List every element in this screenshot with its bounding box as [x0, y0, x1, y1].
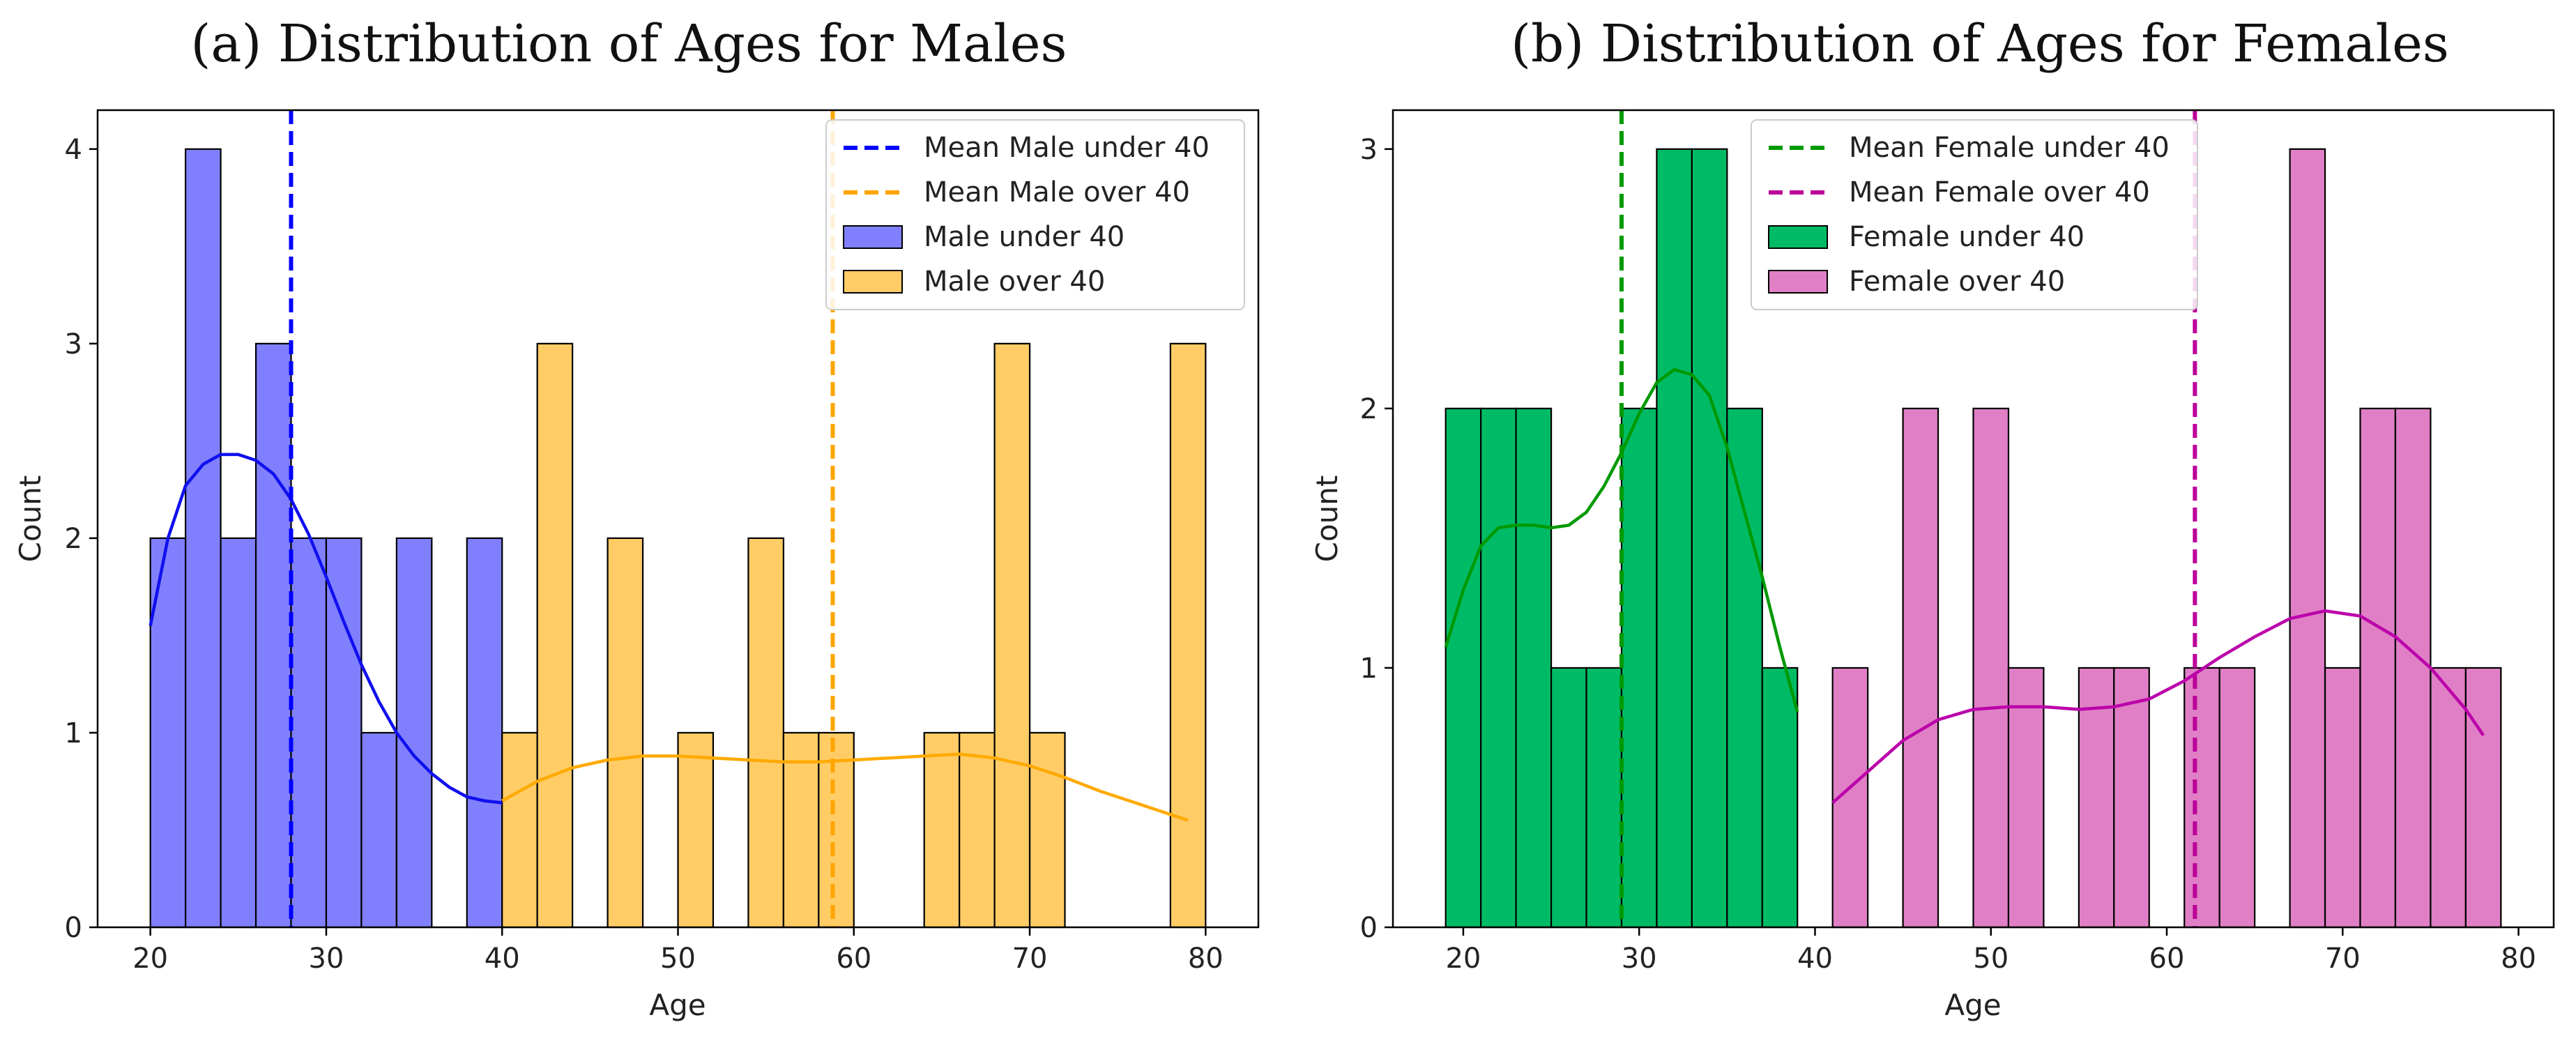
- bar-female-under-40-33: [1691, 148, 1728, 929]
- bar-male-over-40-78: [1169, 342, 1207, 929]
- bar-female-over-40-61: [2183, 667, 2220, 929]
- bar-female-over-40-63: [2218, 667, 2256, 929]
- bar-female-under-40-31: [1656, 148, 1693, 929]
- chart-title-females: (b) Distribution of Ages for Females: [1511, 14, 2449, 74]
- bar-male-under-40-24: [220, 537, 257, 929]
- legend-mean-over-label: Mean Male over 40: [924, 176, 1190, 208]
- bar-female-under-40-35: [1726, 407, 1763, 929]
- bar-male-over-40-46: [607, 537, 644, 929]
- legend-box: [825, 119, 1245, 310]
- bar-male-over-40-68: [993, 342, 1031, 929]
- bar-female-under-40-19: [1445, 407, 1482, 929]
- legend-over-swatch: [843, 270, 903, 294]
- y-tick-label: 3: [65, 328, 82, 360]
- legend-females: Mean Female under 40 Mean Female over 40…: [1751, 119, 2198, 310]
- bar-male-under-40-32: [360, 731, 397, 929]
- legend-box: [1751, 119, 2198, 310]
- x-axis-label-females: Age: [1944, 988, 2001, 1022]
- legend-under-label: Male under 40: [924, 221, 1125, 253]
- legend-over-swatch: [1768, 270, 1828, 294]
- legend-over-label: Female over 40: [1849, 266, 2065, 298]
- legend-over-label: Male over 40: [924, 266, 1105, 298]
- bar-male-over-40-56: [782, 731, 820, 929]
- y-tick-label: 2: [65, 523, 82, 555]
- x-tick-label: 60: [2149, 943, 2185, 975]
- bar-female-under-40-27: [1585, 667, 1623, 929]
- bar-female-over-40-73: [2394, 407, 2432, 929]
- bar-female-over-40-69: [2324, 667, 2361, 929]
- x-tick-label: 50: [1973, 943, 2009, 975]
- y-tick-label: 3: [1360, 134, 1378, 166]
- legend-under-label: Female under 40: [1849, 221, 2085, 253]
- bar-female-under-40-25: [1550, 667, 1587, 929]
- bar-male-under-40-34: [395, 537, 433, 929]
- y-axis-label-females: Count: [1310, 475, 1344, 563]
- bar-female-over-40-49: [1972, 407, 2010, 929]
- legend-mean-under-label: Mean Male under 40: [924, 132, 1210, 164]
- bar-female-under-40-23: [1515, 407, 1553, 929]
- bar-female-under-40-37: [1761, 667, 1799, 929]
- y-axis-label-males: Count: [13, 475, 47, 563]
- bar-female-over-40-55: [2078, 667, 2115, 929]
- y-tick-label: 0: [65, 912, 82, 944]
- bar-male-over-40-58: [818, 731, 855, 929]
- bar-female-over-40-75: [2430, 667, 2467, 929]
- bar-female-over-40-67: [2289, 148, 2326, 929]
- chart-title-males: (a) Distribution of Ages for Males: [190, 14, 1067, 74]
- x-tick-label: 20: [1445, 943, 1481, 975]
- bar-male-under-40-28: [290, 537, 328, 929]
- axes-frame-females: [1392, 109, 2555, 929]
- y-tick-label: 1: [1360, 653, 1378, 685]
- x-tick-label: 50: [660, 943, 696, 975]
- legend-mean-over-label: Mean Female over 40: [1849, 176, 2150, 208]
- legend-under-swatch: [1768, 225, 1828, 249]
- bar-male-under-40-38: [466, 537, 503, 929]
- bar-female-over-40-57: [2113, 667, 2150, 929]
- x-tick-label: 40: [1797, 943, 1833, 975]
- bar-female-over-40-51: [2007, 667, 2045, 929]
- bar-male-under-40-26: [254, 342, 292, 929]
- bar-male-over-40-42: [536, 342, 574, 929]
- x-tick-label: 40: [485, 943, 520, 975]
- legend-mean-under-label: Mean Female under 40: [1849, 132, 2170, 164]
- bar-male-over-40-54: [747, 537, 784, 929]
- x-tick-label: 80: [1188, 943, 1224, 975]
- y-tick-label: 0: [1360, 912, 1378, 944]
- x-tick-label: 70: [1012, 943, 1048, 975]
- panel-females: (b) Distribution of Ages for Females 20 3…: [1310, 14, 2555, 1022]
- bar-female-under-40-21: [1480, 407, 1517, 929]
- x-tick-label: 60: [836, 943, 871, 975]
- bar-male-over-40-66: [959, 731, 996, 929]
- x-tick-label: 30: [1622, 943, 1657, 975]
- x-axis-label-males: Age: [649, 988, 706, 1022]
- bar-female-under-40-29: [1620, 407, 1658, 929]
- x-tick-label: 30: [309, 943, 344, 975]
- bar-female-over-40-77: [2464, 667, 2502, 929]
- bar-male-over-40-64: [923, 731, 961, 929]
- bar-female-over-40-71: [2359, 407, 2397, 929]
- legend-under-swatch: [843, 225, 903, 249]
- bar-male-over-40-50: [677, 731, 715, 929]
- y-tick-label: 4: [65, 134, 82, 166]
- panel-males: (a) Distribution of Ages for Males 20 30 4…: [13, 14, 1260, 1022]
- kde-female-over-40: [1831, 609, 2485, 805]
- x-tick-label: 70: [2325, 943, 2361, 975]
- x-tick-label: 20: [132, 943, 168, 975]
- kde-male-over-40: [501, 752, 1189, 822]
- bar-male-under-40-30: [325, 537, 363, 929]
- x-tick-label: 80: [2501, 943, 2536, 975]
- bar-female-over-40-45: [1902, 407, 1939, 929]
- bar-male-over-40-40: [501, 731, 538, 929]
- bar-male-under-40-22: [185, 148, 222, 929]
- bar-male-over-40-70: [1028, 731, 1066, 929]
- y-tick-label: 2: [1360, 393, 1378, 425]
- kde-male-under-40: [148, 452, 503, 805]
- legend-males: Mean Male under 40 Mean Male over 40 Mal…: [825, 119, 1245, 310]
- y-tick-label: 1: [65, 717, 82, 750]
